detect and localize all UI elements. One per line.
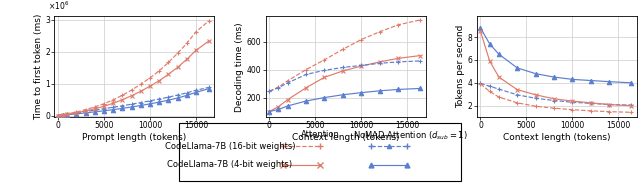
Y-axis label: Decoding time (ms): Decoding time (ms) bbox=[235, 22, 244, 112]
Text: Attention: Attention bbox=[301, 130, 339, 139]
Text: CodeLlama-7B (4-bit weights): CodeLlama-7B (4-bit weights) bbox=[167, 160, 292, 169]
Text: NoMAD-Attention ($d_{sub}=1$): NoMAD-Attention ($d_{sub}=1$) bbox=[353, 130, 467, 142]
Text: $\times 10^6$: $\times 10^6$ bbox=[48, 0, 69, 12]
X-axis label: Prompt length (tokens): Prompt length (tokens) bbox=[83, 133, 186, 142]
X-axis label: Context length (tokens): Context length (tokens) bbox=[292, 133, 399, 142]
Y-axis label: Time to first token (ms): Time to first token (ms) bbox=[33, 14, 43, 120]
X-axis label: Context length (tokens): Context length (tokens) bbox=[503, 133, 611, 142]
Y-axis label: Tokens per second: Tokens per second bbox=[456, 25, 465, 109]
Text: CodeLlama-7B (16-bit weights): CodeLlama-7B (16-bit weights) bbox=[164, 141, 295, 151]
